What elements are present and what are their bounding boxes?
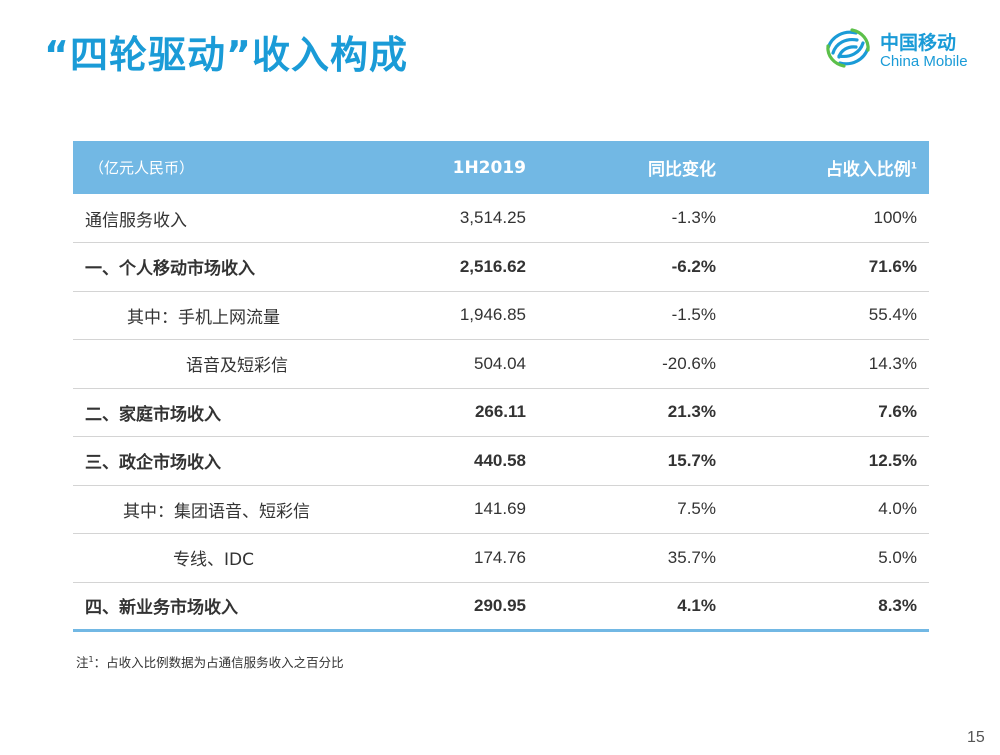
row-label: 二、家庭市场收入 (73, 388, 363, 437)
page-number: 15 (967, 729, 985, 746)
logo-name-en: China Mobile (880, 53, 968, 70)
row-yoy: 15.7% (538, 436, 728, 486)
row-yoy: 7.5% (538, 485, 728, 534)
row-share: 100% (728, 194, 929, 243)
row-share: 14.3% (728, 339, 929, 389)
logo-name-cn: 中国移动 (880, 32, 957, 54)
row-share: 71.6% (728, 242, 929, 292)
row-value: 174.76 (363, 533, 538, 583)
row-label: 四、新业务市场收入 (73, 582, 363, 632)
row-share: 12.5% (728, 436, 929, 486)
row-label: 其中：集团语音、短彩信 (73, 485, 363, 534)
table-row: 一、个人移动市场收入 2,516.62 -6.2% 71.6% (73, 242, 929, 292)
table-row: 四、新业务市场收入 290.95 4.1% 8.3% (73, 582, 929, 632)
row-value: 1,946.85 (363, 291, 538, 340)
header-share-label: 占收入比例 (825, 160, 911, 180)
row-label: 其中：手机上网流量 (73, 291, 363, 340)
row-share: 8.3% (728, 582, 929, 632)
slide-title: “四轮驱动”收入构成 (44, 33, 408, 77)
row-yoy: 35.7% (538, 533, 728, 583)
row-value: 2,516.62 (363, 242, 538, 292)
row-value: 290.95 (363, 582, 538, 632)
footnote-text: ：占收入比例数据为占通信服务收入之百分比 (93, 655, 344, 670)
row-label: 三、政企市场收入 (73, 436, 363, 486)
table-row: 二、家庭市场收入 266.11 21.3% 7.6% (73, 388, 929, 437)
china-mobile-logo-icon (826, 28, 870, 68)
row-value: 266.11 (363, 388, 538, 437)
row-label: 语音及短彩信 (73, 339, 363, 389)
row-yoy: -20.6% (538, 339, 728, 389)
footnote-prefix: 注 (76, 655, 89, 670)
table-header-row: （亿元人民币） 1H2019 同比变化 占收入比例1 (73, 141, 929, 194)
header-share-footnote-mark: 1 (910, 161, 917, 172)
row-yoy: 21.3% (538, 388, 728, 437)
footnote-mark: 1 (88, 654, 94, 664)
table-row: 三、政企市场收入 440.58 15.7% 12.5% (73, 436, 929, 486)
header-yoy: 同比变化 (538, 141, 728, 194)
table-row: 语音及短彩信 504.04 -20.6% 14.3% (73, 339, 929, 389)
china-mobile-logo: 中国移动 China Mobile (822, 22, 982, 82)
row-share: 7.6% (728, 388, 929, 437)
header-share: 占收入比例1 (728, 141, 929, 194)
row-value: 440.58 (363, 436, 538, 486)
row-yoy: -6.2% (538, 242, 728, 292)
row-value: 3,514.25 (363, 194, 538, 243)
row-share: 55.4% (728, 291, 929, 340)
table-row: 专线、IDC 174.76 35.7% 5.0% (73, 533, 929, 583)
row-yoy: 4.1% (538, 582, 728, 632)
row-value: 504.04 (363, 339, 538, 389)
footnote: 注1：占收入比例数据为占通信服务收入之百分比 (76, 652, 344, 671)
header-unit: （亿元人民币） (73, 141, 363, 194)
table-row: 其中：手机上网流量 1,946.85 -1.5% 55.4% (73, 291, 929, 340)
row-label: 一、个人移动市场收入 (73, 242, 363, 292)
row-share: 5.0% (728, 533, 929, 583)
row-yoy: -1.3% (538, 194, 728, 243)
revenue-table: （亿元人民币） 1H2019 同比变化 占收入比例1 通信服务收入 3,514.… (73, 141, 929, 632)
table-row: 通信服务收入 3,514.25 -1.3% 100% (73, 194, 929, 243)
row-label: 专线、IDC (73, 533, 363, 583)
table-row: 其中：集团语音、短彩信 141.69 7.5% 4.0% (73, 485, 929, 534)
header-1h2019: 1H2019 (363, 141, 538, 194)
row-label: 通信服务收入 (73, 194, 363, 243)
row-share: 4.0% (728, 485, 929, 534)
row-value: 141.69 (363, 485, 538, 534)
row-yoy: -1.5% (538, 291, 728, 340)
